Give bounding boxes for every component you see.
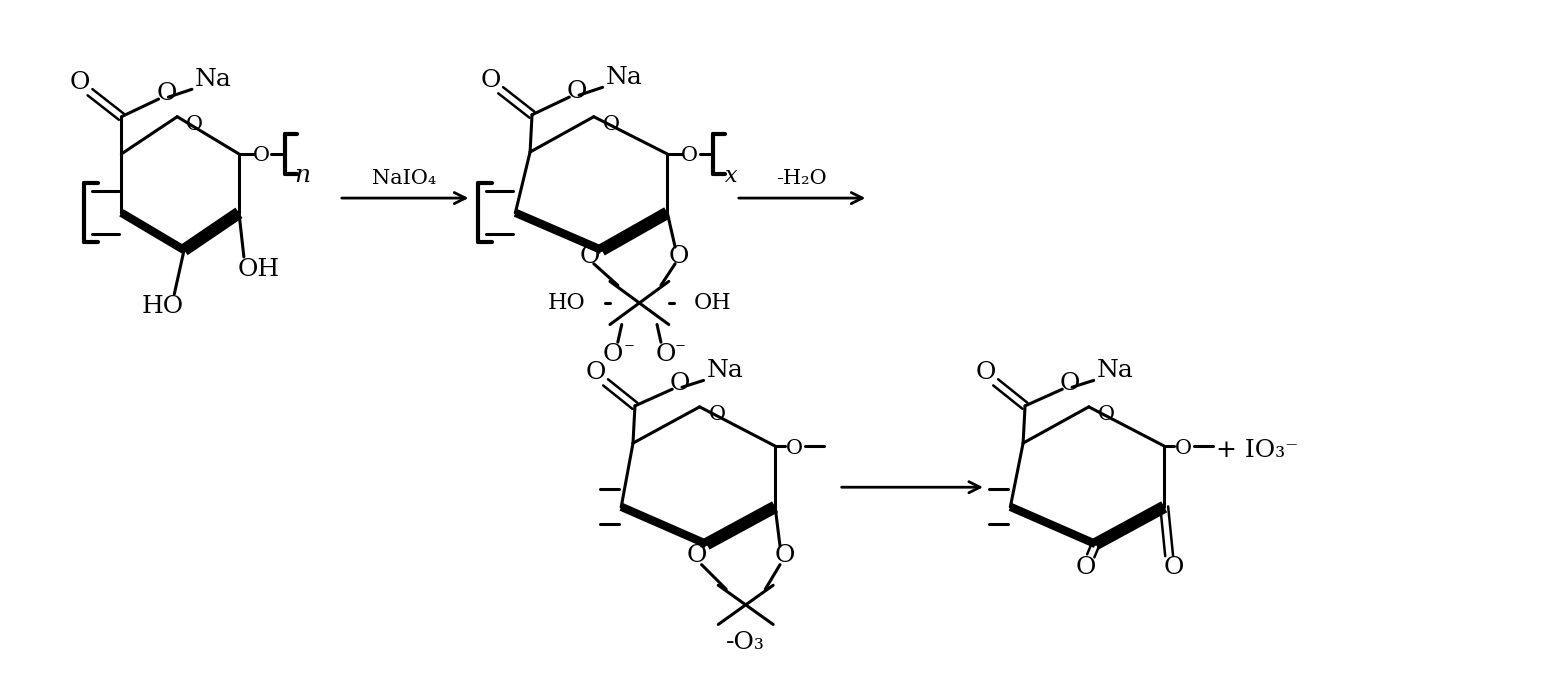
Text: O: O [186,115,203,134]
Text: x: x [725,164,737,186]
Text: O: O [586,361,606,384]
Text: HO: HO [142,295,184,318]
Text: O: O [567,80,587,103]
Text: O: O [656,344,676,366]
Text: -H₂O: -H₂O [776,169,826,188]
Text: -O₃: -O₃ [726,631,765,654]
Text: O: O [1175,438,1192,458]
Text: NaIO₄: NaIO₄ [372,169,437,188]
Text: O: O [580,246,600,268]
Text: O: O [976,361,997,384]
Text: O: O [1098,405,1115,424]
Text: O: O [253,146,270,165]
Text: O: O [1164,556,1184,579]
Text: O: O [481,69,501,92]
Text: O: O [1076,556,1097,579]
Text: OH: OH [694,292,731,314]
Text: O: O [70,71,91,94]
Text: Na: Na [1097,359,1134,382]
Text: n: n [295,164,311,187]
Text: ⁻: ⁻ [675,342,686,360]
Text: O: O [603,115,620,134]
Text: O: O [681,146,698,165]
Text: + IO₃⁻: + IO₃⁻ [1217,440,1298,463]
Text: ⁻: ⁻ [625,342,636,360]
Text: O: O [156,82,177,105]
Text: O: O [709,405,726,424]
Text: O: O [786,438,803,458]
Text: O: O [775,545,795,567]
Text: Na: Na [195,68,231,91]
Text: Na: Na [606,66,642,89]
Text: OH: OH [237,258,280,281]
Text: O: O [687,545,708,567]
Text: HO: HO [548,292,586,314]
Text: O: O [1061,372,1081,395]
Text: O: O [669,246,689,268]
Text: Na: Na [706,359,744,382]
Text: O: O [603,344,623,366]
Text: O: O [670,372,690,395]
